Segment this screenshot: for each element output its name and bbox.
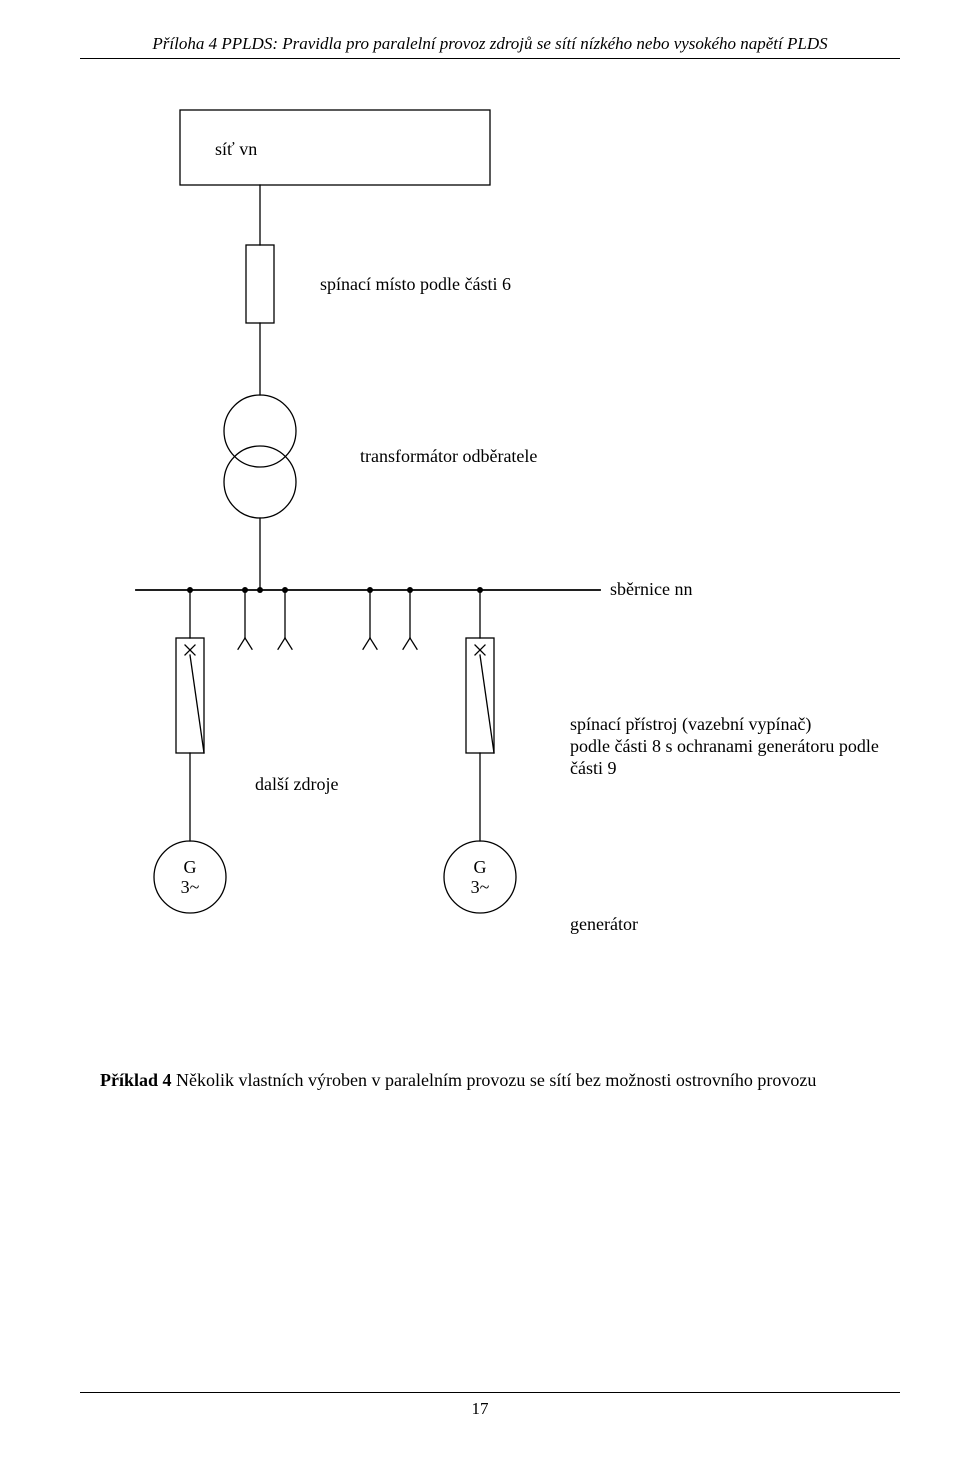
svg-text:části 9: části 9 bbox=[570, 758, 617, 778]
svg-text:síť vn: síť vn bbox=[215, 139, 257, 159]
page: Příloha 4 PPLDS: Pravidla pro paralelní … bbox=[0, 0, 960, 1475]
page-header: Příloha 4 PPLDS: Pravidla pro paralelní … bbox=[80, 34, 900, 54]
svg-text:spínací přístroj (vazební vypí: spínací přístroj (vazební vypínač) bbox=[570, 714, 811, 735]
svg-text:podle části 8 s ochranami gene: podle části 8 s ochranami generátoru pod… bbox=[570, 736, 879, 756]
header-rule bbox=[80, 58, 900, 59]
caption-text: Několik vlastních výroben v paralelním p… bbox=[172, 1070, 817, 1090]
footer-rule bbox=[80, 1392, 900, 1393]
svg-text:sběrnice nn: sběrnice nn bbox=[610, 579, 692, 599]
svg-text:transformátor odběratele: transformátor odběratele bbox=[360, 446, 537, 466]
svg-text:další zdroje: další zdroje bbox=[255, 774, 338, 794]
svg-text:G: G bbox=[474, 857, 487, 877]
svg-text:G: G bbox=[184, 857, 197, 877]
single-line-diagram: síť vn spínací místo podle části 6 transfo… bbox=[100, 90, 900, 990]
caption-bold: Příklad 4 bbox=[100, 1070, 172, 1090]
svg-text:generátor: generátor bbox=[570, 914, 638, 934]
svg-text:3~: 3~ bbox=[471, 877, 490, 897]
svg-text:spínací místo podle části 6: spínací místo podle části 6 bbox=[320, 274, 511, 294]
page-number: 17 bbox=[0, 1399, 960, 1419]
svg-text:3~: 3~ bbox=[181, 877, 200, 897]
figure-caption: Příklad 4 Několik vlastních výroben v pa… bbox=[100, 1070, 816, 1091]
